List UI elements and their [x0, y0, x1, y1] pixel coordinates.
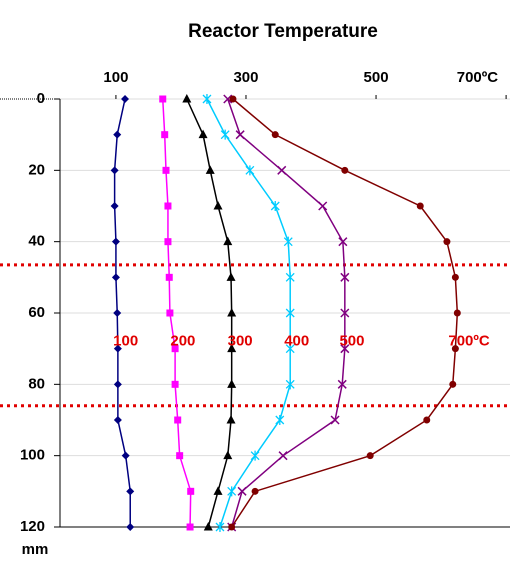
marker [270, 201, 280, 211]
y-axis-label: mm [22, 541, 49, 558]
marker [111, 273, 120, 282]
marker [110, 166, 119, 175]
marker [171, 345, 179, 353]
annotation: 200 [170, 333, 195, 350]
marker [111, 237, 120, 246]
marker [202, 94, 212, 104]
marker [213, 201, 223, 210]
marker [237, 486, 247, 496]
annotation: 400 [284, 333, 309, 350]
x-tick-label: 100 [103, 69, 128, 86]
marker [198, 129, 208, 139]
marker [220, 129, 230, 140]
marker [366, 452, 374, 460]
marker [203, 522, 213, 531]
marker [250, 450, 260, 461]
marker [215, 522, 225, 532]
annotation: 700ºC [448, 333, 490, 350]
marker [176, 452, 184, 460]
marker [423, 416, 431, 424]
marker [227, 379, 237, 388]
marker [443, 238, 451, 246]
marker [159, 95, 167, 103]
y-tick-label: 0 [37, 90, 45, 107]
marker [161, 131, 169, 139]
marker [229, 95, 237, 103]
marker [285, 308, 295, 318]
y-tick-label: 20 [28, 161, 45, 178]
marker [228, 523, 236, 531]
marker [449, 380, 457, 388]
marker [285, 343, 295, 354]
marker [251, 487, 259, 495]
marker [340, 344, 350, 354]
annotation: 100 [113, 333, 138, 350]
y-tick-label: 120 [20, 518, 45, 535]
marker [223, 94, 233, 104]
chart-title: Reactor Temperature [188, 21, 378, 42]
marker [451, 273, 459, 281]
x-tick-label: 300 [233, 69, 258, 86]
x-tick-label: 700ºC [457, 69, 499, 86]
x-tick-label: 500 [364, 69, 389, 86]
marker [223, 236, 233, 246]
marker [341, 166, 349, 174]
marker [113, 344, 122, 353]
marker [337, 379, 347, 389]
y-tick-label: 60 [28, 304, 45, 321]
marker [338, 237, 348, 247]
marker [340, 308, 350, 318]
marker [126, 487, 135, 496]
marker [271, 131, 279, 139]
marker [205, 165, 215, 174]
marker [330, 415, 340, 425]
marker [182, 94, 192, 103]
annotation: 300 [228, 333, 253, 350]
marker [340, 272, 350, 282]
y-tick-label: 40 [28, 233, 45, 250]
marker [121, 451, 130, 460]
marker [121, 95, 130, 103]
marker [171, 380, 179, 388]
marker [278, 451, 288, 461]
marker [416, 202, 424, 210]
marker [187, 487, 195, 495]
marker [126, 523, 135, 531]
marker [113, 416, 122, 424]
marker [165, 273, 173, 281]
marker [275, 415, 285, 425]
marker [223, 450, 233, 460]
marker [451, 345, 459, 353]
marker [164, 238, 172, 246]
marker [166, 309, 174, 317]
marker [227, 308, 237, 317]
marker [283, 236, 293, 247]
marker [113, 309, 122, 317]
marker [245, 165, 255, 176]
marker [113, 380, 122, 389]
marker [227, 486, 237, 497]
annotation: 500 [339, 333, 364, 350]
marker [227, 343, 237, 353]
marker [162, 166, 170, 174]
marker [285, 272, 295, 283]
marker [164, 202, 172, 210]
marker [285, 379, 295, 390]
marker [235, 130, 245, 140]
marker [110, 202, 119, 210]
marker [186, 523, 194, 531]
marker [213, 486, 223, 495]
marker [226, 415, 236, 424]
y-tick-label: 100 [20, 447, 45, 464]
marker [453, 309, 461, 317]
marker [113, 130, 122, 139]
marker [174, 416, 182, 424]
y-tick-label: 80 [28, 375, 45, 392]
marker [277, 165, 287, 175]
marker [226, 272, 236, 281]
marker [318, 201, 328, 211]
